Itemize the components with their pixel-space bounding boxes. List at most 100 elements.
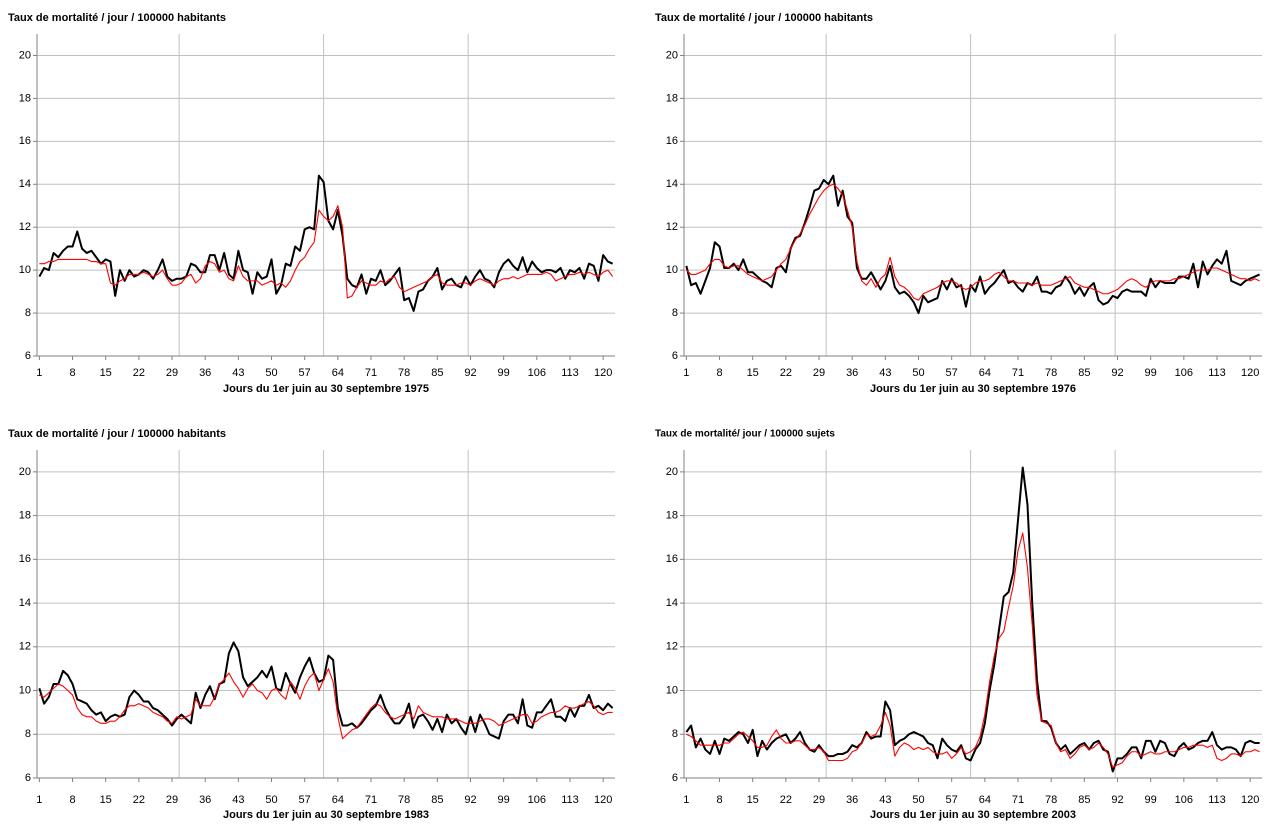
x-axis-label: Jours du 1er juin au 30 septembre 2003 bbox=[870, 809, 1076, 821]
x-tick-label: 15 bbox=[747, 794, 759, 806]
x-tick-label: 113 bbox=[561, 367, 579, 379]
x-tick-label: 1 bbox=[36, 794, 42, 806]
x-tick-label: 71 bbox=[365, 367, 377, 379]
x-tick-label: 8 bbox=[69, 794, 75, 806]
y-tick-label: 16 bbox=[19, 135, 31, 147]
x-tick-label: 22 bbox=[133, 367, 145, 379]
x-tick-label: 57 bbox=[946, 367, 958, 379]
x-axis-label: Jours du 1er juin au 30 septembre 1975 bbox=[223, 383, 429, 395]
x-tick-label: 99 bbox=[498, 794, 510, 806]
y-tick-label: 20 bbox=[666, 49, 678, 61]
x-tick-label: 36 bbox=[846, 367, 858, 379]
x-tick-label: 43 bbox=[879, 367, 891, 379]
y-tick-label: 10 bbox=[19, 684, 31, 696]
x-tick-label: 29 bbox=[813, 367, 825, 379]
chart-title: Taux de mortalité / jour / 100000 habita… bbox=[8, 428, 226, 440]
x-tick-label: 106 bbox=[528, 367, 546, 379]
x-tick-label: 113 bbox=[561, 794, 579, 806]
x-tick-label: 50 bbox=[912, 794, 924, 806]
x-tick-label: 99 bbox=[498, 367, 510, 379]
data-line bbox=[686, 183, 1260, 301]
y-tick-label: 14 bbox=[666, 178, 678, 190]
x-tick-label: 120 bbox=[594, 794, 612, 806]
y-tick-label: 14 bbox=[666, 597, 678, 609]
x-tick-label: 22 bbox=[780, 367, 792, 379]
x-tick-label: 106 bbox=[1175, 794, 1193, 806]
x-tick-label: 29 bbox=[166, 367, 178, 379]
x-tick-label: 15 bbox=[100, 367, 112, 379]
x-tick-label: 71 bbox=[365, 794, 377, 806]
x-axis-label: Jours du 1er juin au 30 septembre 1976 bbox=[870, 383, 1076, 395]
y-tick-label: 16 bbox=[666, 135, 678, 147]
y-tick-label: 8 bbox=[672, 307, 678, 319]
y-tick-label: 6 bbox=[672, 350, 678, 362]
x-tick-label: 50 bbox=[912, 367, 924, 379]
chart-panel: Taux de mortalité / jour / 100000 habita… bbox=[655, 12, 1262, 395]
y-tick-label: 18 bbox=[666, 92, 678, 104]
chart-title: Taux de mortalité/ jour / 100000 sujets bbox=[655, 429, 835, 440]
x-tick-label: 71 bbox=[1012, 367, 1024, 379]
y-tick-label: 16 bbox=[19, 553, 31, 565]
x-tick-label: 50 bbox=[265, 367, 277, 379]
data-line bbox=[686, 532, 1260, 768]
x-tick-label: 15 bbox=[747, 367, 759, 379]
x-tick-label: 57 bbox=[299, 367, 311, 379]
y-tick-label: 12 bbox=[666, 641, 678, 653]
y-tick-label: 20 bbox=[19, 49, 31, 61]
x-tick-label: 8 bbox=[69, 367, 75, 379]
x-tick-label: 64 bbox=[332, 367, 344, 379]
x-tick-label: 106 bbox=[1175, 367, 1193, 379]
x-tick-label: 15 bbox=[100, 794, 112, 806]
y-tick-label: 18 bbox=[19, 510, 31, 522]
x-tick-label: 99 bbox=[1145, 367, 1157, 379]
x-tick-label: 113 bbox=[1208, 367, 1226, 379]
x-tick-label: 1 bbox=[683, 794, 689, 806]
x-tick-label: 120 bbox=[1241, 794, 1259, 806]
x-tick-label: 85 bbox=[431, 794, 443, 806]
x-tick-label: 43 bbox=[232, 794, 244, 806]
y-tick-label: 6 bbox=[672, 772, 678, 784]
x-axis-label: Jours du 1er juin au 30 septembre 1983 bbox=[223, 809, 429, 821]
data-line bbox=[39, 205, 614, 299]
data-line bbox=[38, 641, 614, 740]
data-line bbox=[38, 174, 614, 312]
x-tick-label: 57 bbox=[299, 794, 311, 806]
x-tick-label: 78 bbox=[1045, 794, 1057, 806]
x-tick-label: 43 bbox=[879, 794, 891, 806]
data-line bbox=[39, 668, 613, 740]
x-tick-label: 113 bbox=[1208, 794, 1226, 806]
x-tick-label: 106 bbox=[528, 794, 546, 806]
x-tick-label: 64 bbox=[979, 794, 991, 806]
x-tick-label: 36 bbox=[199, 367, 211, 379]
y-tick-label: 14 bbox=[19, 178, 31, 190]
y-tick-label: 8 bbox=[25, 728, 31, 740]
x-tick-label: 92 bbox=[1111, 367, 1123, 379]
x-tick-label: 57 bbox=[946, 794, 958, 806]
y-tick-label: 14 bbox=[19, 597, 31, 609]
y-tick-label: 18 bbox=[19, 92, 31, 104]
x-tick-label: 78 bbox=[398, 794, 410, 806]
x-tick-label: 85 bbox=[431, 367, 443, 379]
y-tick-label: 6 bbox=[25, 772, 31, 784]
x-tick-label: 22 bbox=[780, 794, 792, 806]
y-tick-label: 10 bbox=[19, 264, 31, 276]
chart-title: Taux de mortalité / jour / 100000 habita… bbox=[655, 12, 873, 24]
x-tick-label: 120 bbox=[594, 367, 612, 379]
x-tick-label: 22 bbox=[133, 794, 145, 806]
y-tick-label: 18 bbox=[666, 510, 678, 522]
x-tick-label: 78 bbox=[1045, 367, 1057, 379]
y-tick-label: 12 bbox=[19, 641, 31, 653]
x-tick-label: 1 bbox=[36, 367, 42, 379]
x-tick-label: 36 bbox=[199, 794, 211, 806]
x-tick-label: 1 bbox=[683, 367, 689, 379]
x-tick-label: 8 bbox=[716, 367, 722, 379]
x-tick-label: 85 bbox=[1078, 367, 1090, 379]
x-tick-label: 78 bbox=[398, 367, 410, 379]
x-tick-label: 64 bbox=[979, 367, 991, 379]
x-tick-label: 50 bbox=[265, 794, 277, 806]
chart-title: Taux de mortalité / jour / 100000 habita… bbox=[8, 12, 226, 24]
y-tick-label: 20 bbox=[666, 466, 678, 478]
x-tick-label: 29 bbox=[166, 794, 178, 806]
